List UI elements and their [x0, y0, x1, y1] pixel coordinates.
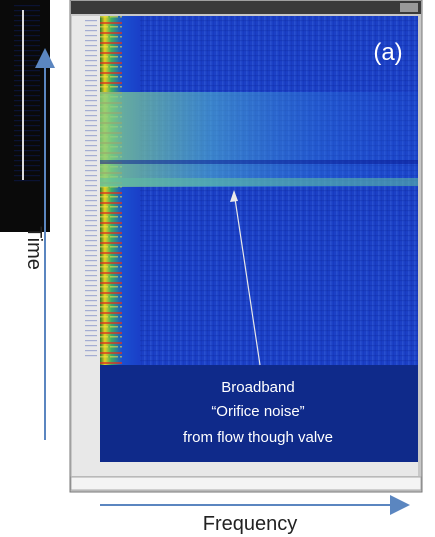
x-axis-label: Frequency: [203, 513, 298, 535]
annotation-line: Broadband: [221, 379, 294, 396]
title-bar: [71, 1, 421, 14]
frequency-axis-panel: [100, 462, 418, 476]
side-ticks: [14, 5, 40, 185]
annotation-box: [100, 365, 418, 462]
status-bar: [70, 476, 422, 491]
annotation-line: “Orifice noise”: [211, 403, 304, 420]
annotation-arrow: [233, 191, 261, 366]
y-axis-label: Time: [23, 226, 45, 270]
annotation-line: from flow though valve: [183, 429, 333, 446]
panel-label: (a): [373, 39, 402, 66]
annotation-arrowhead: [230, 190, 238, 202]
close-button[interactable]: [400, 3, 418, 12]
